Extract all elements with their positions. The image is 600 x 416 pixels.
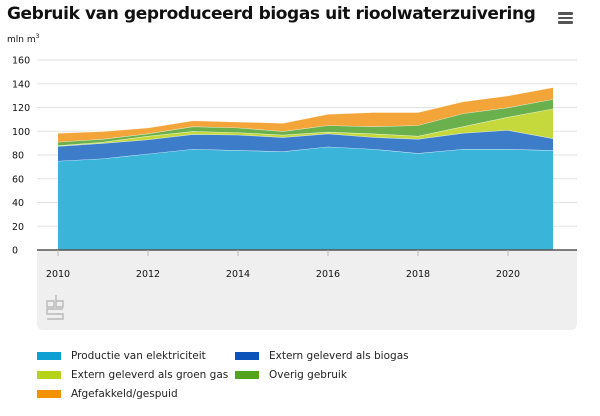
x-tick-label: 2010 bbox=[46, 269, 70, 280]
legend-label: Overig gebruik bbox=[269, 369, 347, 381]
x-tick-label: 2012 bbox=[136, 269, 160, 280]
legend-swatch bbox=[37, 352, 61, 360]
area-series-4 bbox=[58, 99, 553, 146]
x-tick-label: 2014 bbox=[226, 269, 250, 280]
y-tick-label: 60 bbox=[12, 174, 24, 185]
y-tick-label: 20 bbox=[12, 222, 24, 233]
legend-item-overig[interactable]: Overig gebruik bbox=[235, 369, 347, 381]
legend-swatch bbox=[37, 371, 61, 379]
legend-label: Productie van elektriciteit bbox=[71, 350, 206, 362]
unit-text: mln m bbox=[7, 35, 36, 45]
y-tick-label: 160 bbox=[12, 56, 30, 67]
area-series-3 bbox=[58, 108, 553, 147]
x-tick-label: 2020 bbox=[496, 269, 520, 280]
unit-superscript: 3 bbox=[35, 33, 40, 40]
chart-svg: 0 20 40 60 80 100 120 140 160 2010 2012 2014 2016 201… bbox=[12, 56, 577, 280]
area-series-5 bbox=[58, 87, 553, 142]
y-tick-label: 100 bbox=[12, 127, 30, 138]
area-series-1 bbox=[58, 146, 553, 250]
y-tick-label: 120 bbox=[12, 103, 30, 114]
legend-label: Afgefakkeld/gespuid bbox=[71, 388, 178, 400]
legend-item-groen-gas[interactable]: Extern geleverd als groen gas bbox=[37, 369, 228, 381]
legend-label: Extern geleverd als biogas bbox=[269, 350, 409, 362]
legend-item-afgefakkeld[interactable]: Afgefakkeld/gespuid bbox=[37, 388, 178, 400]
x-tick-label: 2016 bbox=[316, 269, 340, 280]
legend-item-elektriciteit[interactable]: Productie van elektriciteit bbox=[37, 350, 206, 362]
y-tick-label: 140 bbox=[12, 79, 30, 90]
legend-swatch bbox=[37, 390, 61, 398]
legend-swatch bbox=[235, 371, 259, 379]
series-boundary-line bbox=[57, 86, 554, 134]
legend-label: Extern geleverd als groen gas bbox=[71, 369, 229, 381]
y-tick-label: 80 bbox=[12, 151, 24, 162]
cbs-logo bbox=[46, 295, 64, 320]
x-axis-panel bbox=[37, 250, 577, 330]
hamburger-menu-icon[interactable] bbox=[558, 12, 573, 24]
y-axis-unit: mln m3 bbox=[7, 33, 39, 45]
y-tick-label: 0 bbox=[12, 246, 18, 257]
x-tick-label: 2018 bbox=[406, 269, 430, 280]
legend-item-biogas[interactable]: Extern geleverd als biogas bbox=[235, 350, 409, 362]
y-tick-label: 40 bbox=[12, 198, 24, 209]
legend-swatch bbox=[235, 352, 259, 360]
chart-title: Gebruik van geproduceerd biogas uit rioo… bbox=[7, 4, 536, 24]
